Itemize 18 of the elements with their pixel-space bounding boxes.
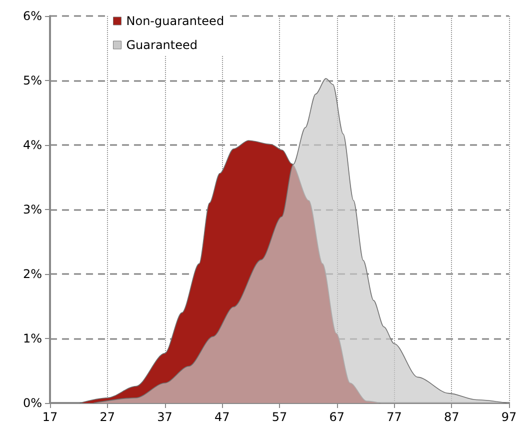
y-tick-label: 2% xyxy=(22,267,42,281)
x-tick-label: 77 xyxy=(386,410,402,424)
y-tick-label: 4% xyxy=(22,138,42,152)
y-tick-label: 6% xyxy=(22,9,42,23)
y-tick-label: 0% xyxy=(22,396,42,410)
x-tick-label: 67 xyxy=(329,410,345,424)
x-tick-label: 37 xyxy=(157,410,172,424)
y-tick-label: 1% xyxy=(22,332,42,346)
y-tick-label: 5% xyxy=(22,74,42,88)
legend-label: Guaranteed xyxy=(126,38,198,52)
x-tick-label: 27 xyxy=(100,410,116,424)
x-tick-label: 87 xyxy=(444,410,460,424)
x-tick-label: 17 xyxy=(42,410,58,424)
x-tick-label: 47 xyxy=(214,410,230,424)
x-tick-label: 57 xyxy=(272,410,288,424)
x-tick-label: 97 xyxy=(501,410,517,424)
y-tick-label: 3% xyxy=(22,202,42,216)
legend-label: Non-guaranteed xyxy=(126,14,224,28)
